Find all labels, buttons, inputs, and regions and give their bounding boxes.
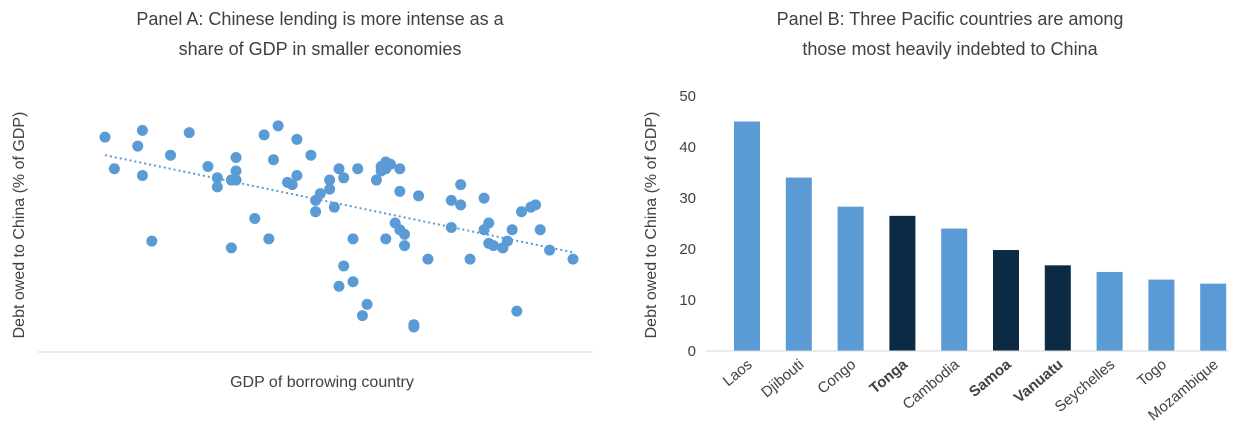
scatter-point [165, 149, 177, 161]
scatter-point [380, 233, 392, 245]
panel-a-x-axis-label: GDP of borrowing country [230, 374, 414, 391]
panel-b-y-axis-label: Debt owed to China (% of GDP) [643, 112, 660, 339]
scatter-point [183, 127, 195, 139]
scatter-point [352, 163, 364, 175]
scatter-point [230, 174, 242, 186]
scatter-point [286, 179, 298, 191]
category-label: Djibouti [758, 356, 807, 401]
panel-b-title: Panel B: Three Pacific countries are amo… [776, 9, 1124, 59]
scatter-point [445, 194, 457, 206]
scatter-point [328, 201, 340, 213]
scatter-point [544, 244, 556, 256]
y-tick-label: 20 [679, 241, 696, 258]
scatter-point [394, 163, 406, 175]
scatter-point [408, 321, 420, 333]
scatter-point [567, 253, 579, 265]
scatter-point [361, 298, 373, 310]
bar-vanuatu [1044, 265, 1071, 351]
scatter-point [464, 253, 476, 265]
scatter-point [272, 120, 284, 132]
bar-togo [1148, 279, 1175, 351]
scatter-point [108, 163, 120, 175]
scatter-point [291, 170, 303, 182]
scatter-point [338, 172, 350, 184]
scatter-point [263, 233, 275, 245]
scatter-point [225, 242, 237, 254]
bar-seychelles [1096, 271, 1123, 351]
scatter-point [338, 260, 350, 272]
scatter-point [333, 163, 345, 175]
scatter-point [445, 222, 457, 234]
scatter-point [455, 179, 467, 191]
scatter-point [370, 174, 382, 186]
scatter-point [413, 190, 425, 202]
category-label: Cambodia [899, 356, 963, 413]
scatter-point [202, 161, 214, 172]
scatter-point [530, 199, 542, 211]
scatter-point [384, 158, 396, 170]
scatter-point [455, 199, 467, 211]
scatter-point [132, 140, 144, 152]
scatter-point [399, 228, 411, 240]
scatter-point [136, 170, 148, 182]
scatter-point [394, 185, 406, 197]
scatter-point [399, 240, 411, 252]
scatter-point [314, 188, 326, 200]
scatter-point [146, 235, 158, 247]
scatter-point [478, 192, 490, 204]
bar-tonga [889, 215, 916, 351]
scatter-point [333, 280, 345, 292]
scatter-point [487, 240, 499, 252]
scatter-point [99, 131, 111, 143]
panel-a-scatter-chart: GDP of borrowing country Debt owed to Ch… [11, 112, 593, 391]
panel-a-title: Panel A: Chinese lending is more intense… [136, 9, 504, 59]
panel-a-y-axis-label: Debt owed to China (% of GDP) [11, 112, 28, 339]
bar-cambodia [941, 228, 968, 351]
scatter-point [230, 165, 242, 177]
scatter-point [483, 217, 495, 229]
scatter-point [516, 206, 528, 218]
scatter-point [506, 224, 518, 236]
scatter-point [211, 172, 223, 184]
category-label: Laos [720, 356, 756, 390]
y-tick-label: 40 [679, 139, 696, 156]
y-tick-label: 10 [679, 292, 696, 309]
bar-laos [734, 121, 760, 351]
y-tick-label: 50 [679, 88, 696, 105]
scatter-point [211, 181, 223, 193]
bar-congo [837, 206, 864, 351]
scatter-point [324, 183, 336, 195]
scatter-point [511, 305, 523, 317]
scatter-point [258, 129, 270, 141]
category-label: Samoa [966, 356, 1015, 401]
bar-samoa [993, 250, 1019, 351]
scatter-point [291, 133, 303, 145]
scatter-point [305, 149, 317, 161]
scatter-point [136, 124, 148, 136]
bar-mozambique [1200, 283, 1227, 351]
category-label: Congo [814, 356, 859, 397]
y-tick-label: 0 [688, 343, 696, 360]
bar-djibouti [785, 177, 812, 351]
scatter-point [230, 151, 242, 163]
scatter-point [347, 276, 359, 288]
scatter-point [356, 310, 368, 322]
scatter-point [422, 253, 434, 265]
category-label: Togo [1134, 356, 1170, 390]
scatter-point [324, 174, 336, 186]
scatter-point [501, 235, 513, 247]
category-label: Tonga [866, 356, 911, 398]
scatter-point [267, 154, 279, 166]
panel-b-bar-chart: 0 10 20 30 40 50 Laos Djibouti Congo TongaCambod… [643, 88, 1229, 424]
scatter-point [310, 206, 322, 218]
y-tick-label: 30 [679, 190, 696, 207]
scatter-point [347, 233, 359, 245]
scatter-point [534, 224, 546, 236]
scatter-point [249, 212, 261, 224]
